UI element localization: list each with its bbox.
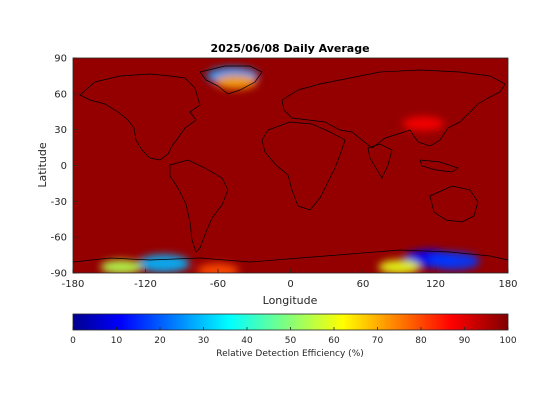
map-background [73, 58, 508, 273]
y-axis-ticks: 90 60 30 0 -30 -60 -90 [51, 54, 77, 280]
colorbar-tick-label: 10 [111, 336, 123, 346]
coastlines [73, 65, 508, 263]
y-axis-label: Latitude [36, 142, 49, 188]
y-tick-label: -90 [51, 269, 67, 280]
x-axis-label: Longitude [263, 294, 318, 307]
colorbar-tick-label: 50 [285, 336, 297, 346]
region-4 [427, 252, 480, 271]
x-tick-label: -60 [210, 279, 226, 290]
x-tick-label: 180 [498, 279, 517, 290]
region-5 [378, 259, 421, 273]
chart-title: 2025/06/08 Daily Average [210, 42, 369, 55]
y-tick-label: 90 [54, 54, 67, 65]
y-tick-label: 30 [54, 125, 67, 136]
x-tick-label: 120 [426, 279, 445, 290]
y-tick-label: 60 [54, 89, 67, 100]
colorbar-tick-label: 40 [241, 336, 253, 346]
colorbar-tick-label: 70 [372, 336, 384, 346]
colorbar-tick-label: 60 [328, 336, 340, 346]
region-7 [100, 259, 143, 273]
x-axis-ticks: -180 -120 -60 0 60 120 180 [62, 269, 518, 290]
y-tick-label: -60 [51, 233, 67, 244]
y-tick-label: 0 [61, 161, 67, 172]
colorbar-tick-label: 100 [499, 336, 516, 346]
y-tick-label: -30 [51, 197, 67, 208]
region-2 [402, 116, 445, 131]
colorbar-tick-label: 0 [70, 336, 76, 346]
region-8 [197, 263, 239, 273]
colorbar-tick-label: 30 [198, 336, 210, 346]
region-1 [215, 74, 257, 90]
x-tick-label: 60 [357, 279, 370, 290]
colorbar-tick-label: 20 [154, 336, 166, 346]
efficiency-regions [100, 66, 480, 273]
colorbar-tick-label: 80 [415, 336, 427, 346]
colorbar-label: Relative Detection Efficiency (%) [216, 349, 364, 359]
colorbar-tick-label: 90 [459, 336, 471, 346]
x-tick-label: -120 [134, 279, 157, 290]
x-tick-label: -180 [62, 279, 85, 290]
colorbar-ticks: 0 10 20 30 40 50 60 70 80 90 100 [70, 327, 517, 346]
x-tick-label: 0 [287, 279, 293, 290]
